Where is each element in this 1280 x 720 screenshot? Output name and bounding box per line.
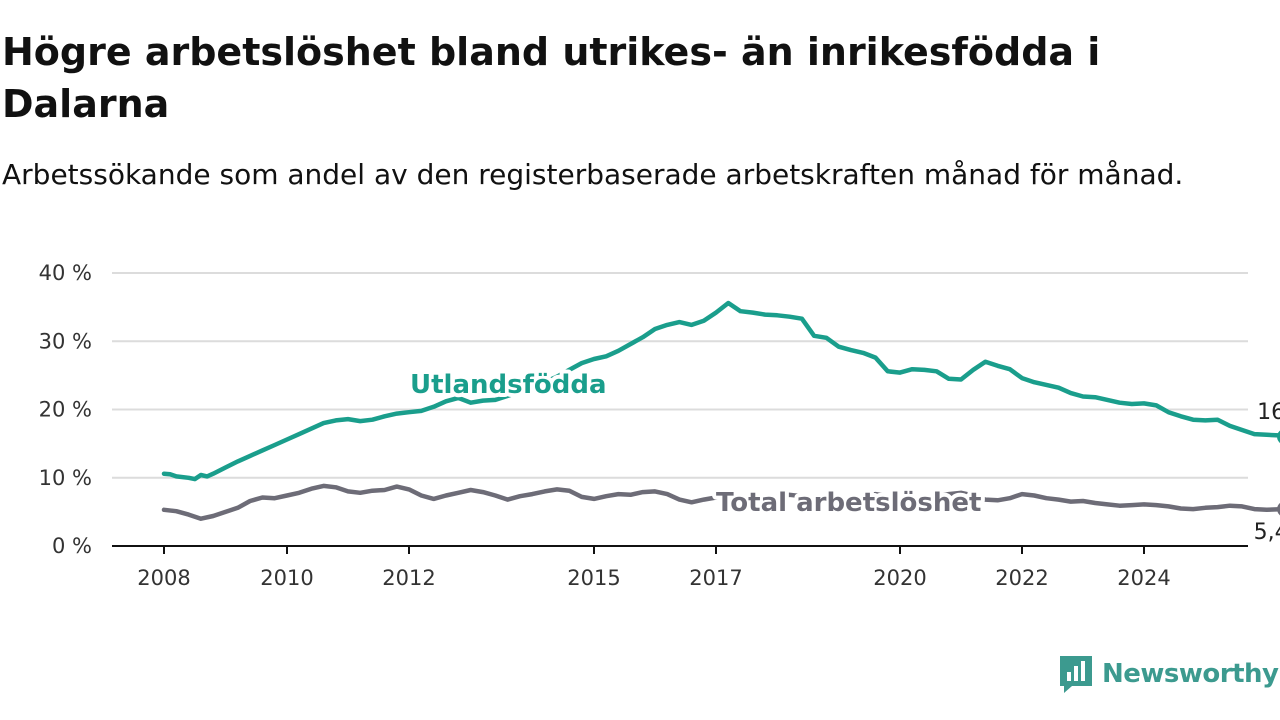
series-line-0 (161, 300, 1280, 482)
gridlines (112, 272, 1248, 479)
x-tick-label: 2024 (1117, 566, 1170, 590)
brand-name: Newsworthy (1102, 659, 1279, 689)
newsworthy-chart-bubble-icon (1060, 656, 1092, 693)
end-label-total: 5,4 % (1254, 520, 1280, 545)
newsworthy-brand: Newsworthy (1058, 654, 1279, 694)
series-endpoint-0 (1277, 430, 1280, 443)
x-tick-label: 2022 (995, 566, 1048, 590)
x-tick-label: 2015 (567, 566, 620, 590)
series-label-total: Total arbetslöshet (716, 488, 981, 518)
series-label-utlandsfodda: Utlandsfödda (410, 370, 607, 400)
y-tick-label: 40 % (39, 261, 92, 285)
y-tick-label: 20 % (39, 398, 92, 422)
x-tick-label: 2010 (260, 566, 313, 590)
y-tick-label: 30 % (39, 329, 92, 353)
series-line-1 (161, 483, 1280, 521)
x-tick-label: 2020 (873, 566, 926, 590)
end-label-utlandsfodda: 16 % (1257, 400, 1280, 425)
y-tick-label: 0 % (52, 534, 92, 558)
series-labels: Utlandsfödda Total arbetslöshet 16 % 5,4 % (406, 366, 1280, 548)
axes: 0 % 10 % 20 % 30 % 40 % 2008 2010 2012 2015 2017 2… (39, 261, 1248, 590)
x-tick-label: 2017 (689, 566, 742, 590)
x-tick-label: 2008 (137, 566, 190, 590)
y-tick-label: 10 % (39, 466, 92, 490)
series-lines (161, 300, 1280, 521)
chart-subtitle: Arbetssökande som andel av den registerb… (2, 158, 1184, 191)
chart-title: Högre arbetslöshet bland utrikes- än inr… (2, 30, 1101, 126)
series-endpoint-1 (1277, 502, 1280, 516)
x-tick-label: 2012 (382, 566, 435, 590)
